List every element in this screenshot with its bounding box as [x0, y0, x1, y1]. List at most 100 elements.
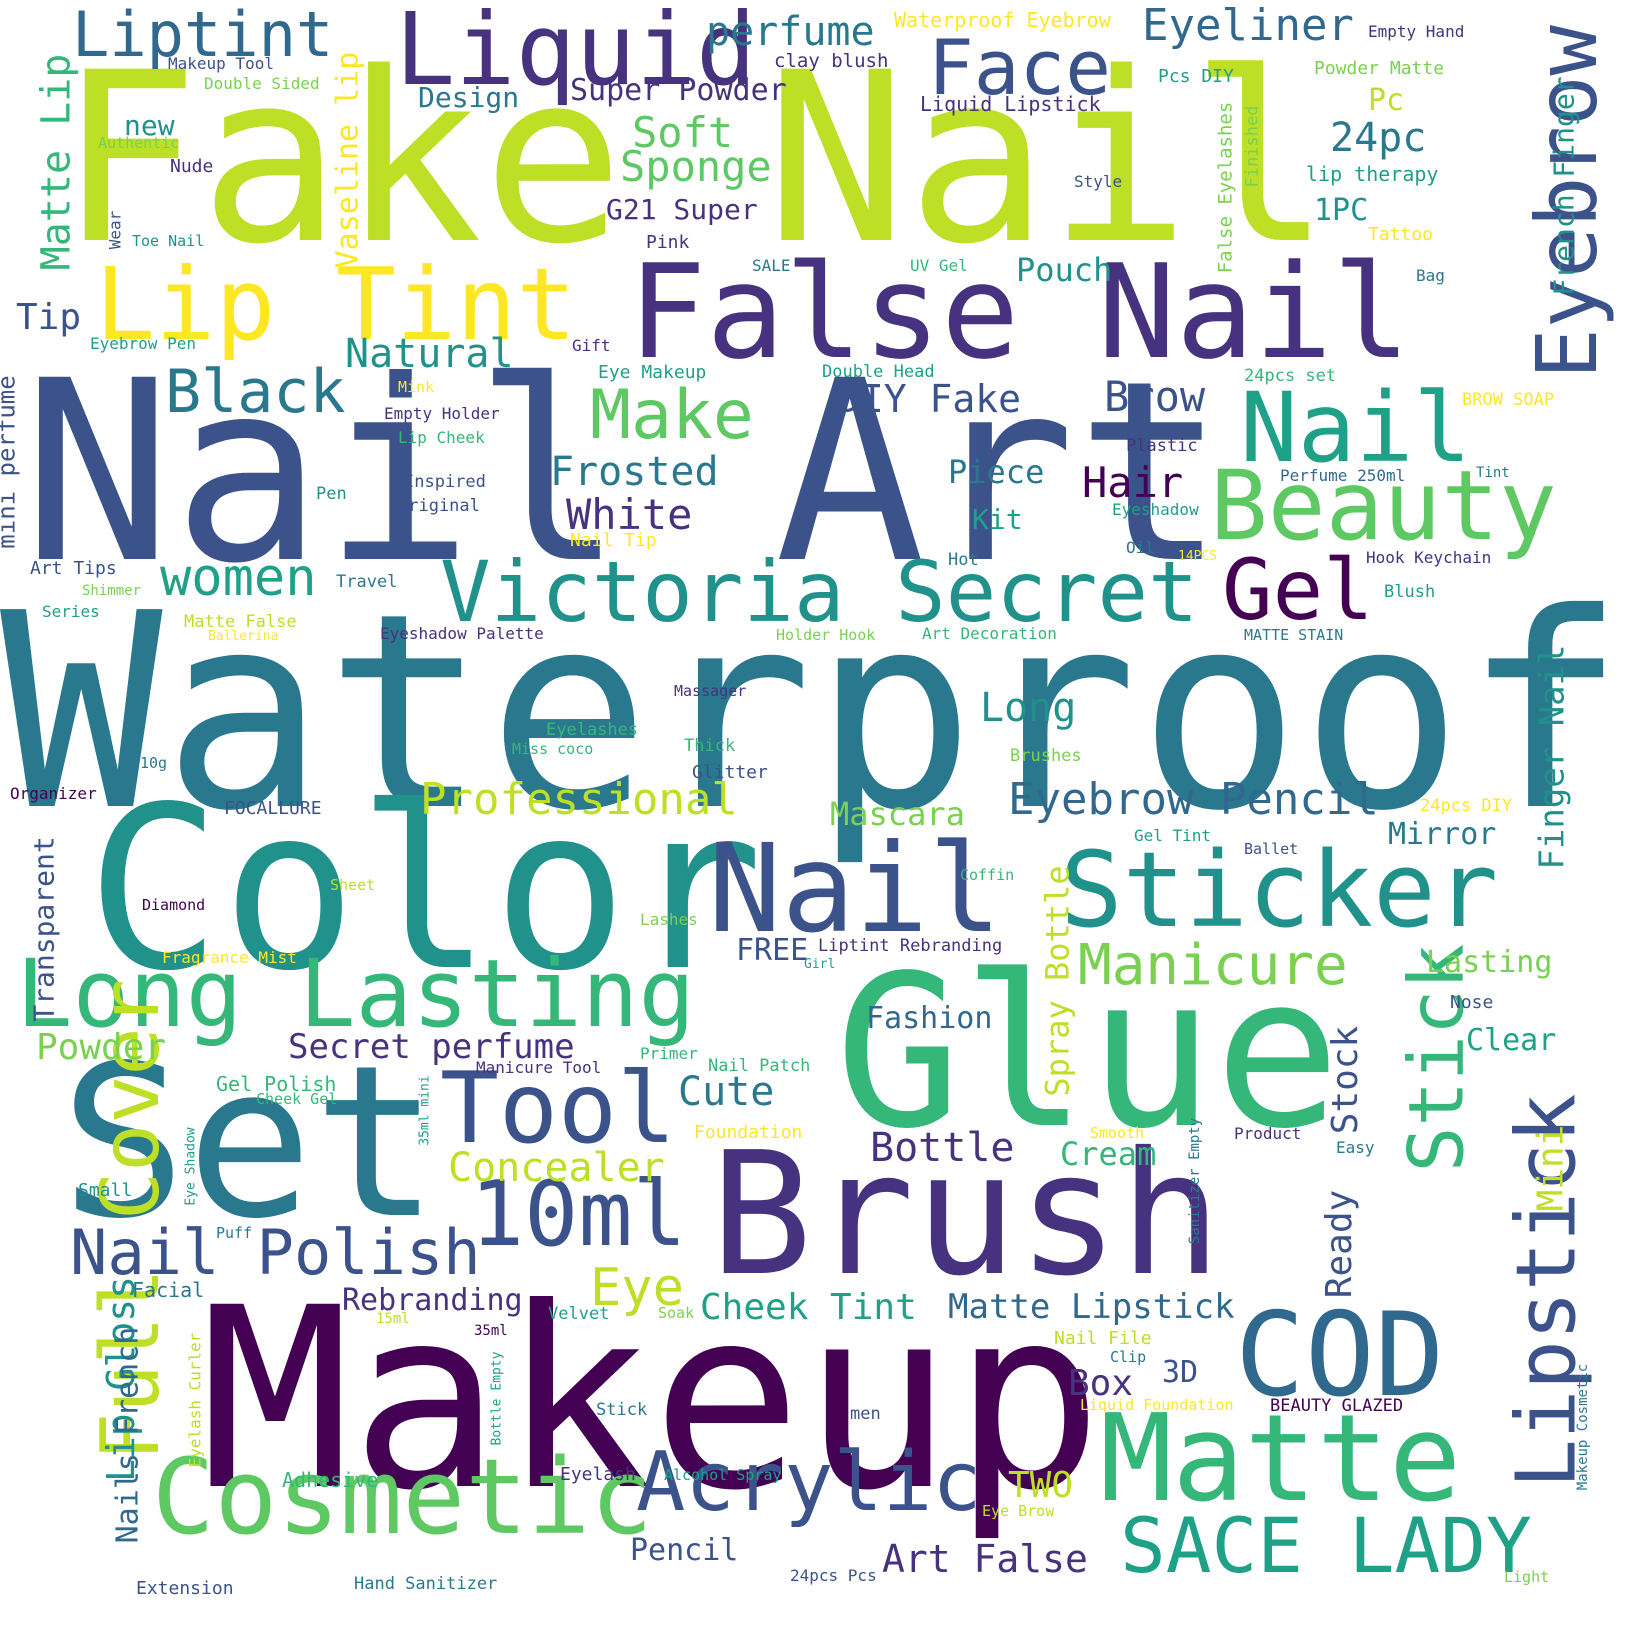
word-24pcs-set: 24pcs set: [1244, 366, 1337, 386]
word-nail-tip: Nail Tip: [570, 530, 657, 551]
word-cod: COD: [1235, 1288, 1445, 1423]
word-extension: Extension: [136, 1578, 234, 1599]
word-nose: Nose: [1450, 992, 1494, 1013]
word-double-head: Double Head: [822, 362, 935, 382]
word-matte-false: Matte False: [184, 612, 297, 632]
word-plastic: Plastic: [1126, 436, 1198, 456]
word-nail-polish: Nail Polish: [70, 1216, 481, 1289]
word-transparent: Transparent: [27, 836, 61, 1022]
word-24pcs-diy: 24pcs DIY: [1420, 796, 1513, 816]
word-cute: Cute: [678, 1069, 775, 1115]
word-art-tips: Art Tips: [30, 558, 117, 579]
word-lashes: Lashes: [640, 910, 698, 929]
word-tool: Tool: [440, 1052, 677, 1166]
word-girl: Girl: [804, 957, 836, 972]
word-brow: Brow: [1104, 372, 1206, 421]
word-toe-nail: Toe Nail: [132, 232, 205, 250]
word-fragrance-mist: Fragrance Mist: [162, 948, 297, 967]
word-coffin: Coffin: [960, 866, 1015, 884]
word-organizer: Organizer: [10, 784, 97, 803]
word-eyelashes: Eyelashes: [546, 720, 639, 740]
word-sticker: Sticker: [1060, 829, 1499, 951]
word-ballerina: Ballerina: [208, 629, 279, 644]
word-brow-soap: BROW SOAP: [1462, 390, 1555, 410]
word-14pcs: 14PCS: [1178, 549, 1218, 564]
word-women: women: [160, 548, 317, 608]
word-stick-small: Stick: [596, 1400, 648, 1420]
word-foundation: Foundation: [694, 1122, 803, 1143]
word-set: Set: [60, 1020, 440, 1265]
word-beauty-glazed: BEAUTY GLAZED: [1270, 1396, 1404, 1416]
word-makeup: Makeup: [200, 1254, 1104, 1545]
word-sace-lady: SACE LADY: [1120, 1501, 1532, 1590]
word-hair: Hair: [1082, 458, 1184, 507]
word-matte-lipstick: Matte Lipstick: [948, 1287, 1235, 1327]
word-clay-blush: clay blush: [774, 50, 889, 72]
word-35ml: 35ml: [474, 1323, 508, 1339]
word-fake-nail: Fake Nail: [58, 23, 1332, 296]
word-bag: Bag: [1416, 266, 1445, 285]
word-ballet: Ballet: [1244, 840, 1299, 858]
word-liquid-foundation: Liquid Foundation: [1080, 1396, 1234, 1414]
word-focallure: FOCALLURE: [224, 798, 322, 819]
word-makeup-cosmetic: Makeup Cosmetic: [1575, 1363, 1592, 1491]
word-rebranding: Rebranding: [342, 1283, 523, 1318]
word-thick: Thick: [684, 736, 736, 756]
word-primer: Primer: [640, 1044, 698, 1063]
word-brush: Brush: [710, 1116, 1222, 1314]
word-soak: Soak: [658, 1304, 695, 1322]
word-box: Box: [1068, 1363, 1134, 1404]
word-shimmer: Shimmer: [82, 583, 142, 599]
word-gel: Gel: [1222, 541, 1374, 639]
word-men: men: [850, 1404, 881, 1424]
word-puff: Puff: [216, 1224, 253, 1242]
word-matte: Matte: [1100, 1390, 1462, 1529]
word-perfume-250ml: Perfume 250ml: [1280, 466, 1406, 485]
word-nail-top: Nail: [1240, 372, 1472, 484]
word-manicure: Manicure: [1078, 933, 1348, 998]
word-sponge: Sponge: [620, 142, 772, 191]
word-long-lasting: Long Lasting: [16, 940, 696, 1049]
word-diamond: Diamond: [142, 896, 206, 914]
word-gift: Gift: [572, 336, 611, 355]
word-liquid-lipstick: Liquid Lipstick: [920, 92, 1101, 116]
word-beauty: Beauty: [1210, 450, 1557, 562]
word-velvet: Velvet: [548, 1304, 610, 1324]
word-tip: Tip: [16, 297, 82, 338]
word-sale: SALE: [752, 256, 791, 275]
word-eye-makeup: Eye Makeup: [598, 362, 707, 383]
word-tint: Tint: [1476, 465, 1510, 481]
word-cheek-tint: Cheek Tint: [700, 1287, 917, 1328]
word-eyeliner: Eyeliner: [1142, 0, 1354, 51]
word-mascara: Mascara: [830, 795, 965, 833]
word-nail-art: Nail Art: [22, 327, 1227, 618]
word-eyeshadow: Eyeshadow: [1112, 500, 1199, 519]
word-fashion: Fashion: [866, 1001, 993, 1036]
word-frosted: Frosted: [550, 449, 719, 495]
word-mink: Mink: [398, 378, 435, 396]
word-10ml: 10ml: [470, 1162, 687, 1267]
word-clip: Clip: [1110, 1348, 1147, 1366]
word-pcs-diy: Pcs DIY: [1158, 66, 1234, 87]
word-series: Series: [42, 602, 100, 621]
word-matte-lip: Matte Lip: [33, 53, 80, 271]
word-mirror: Mirror: [1388, 817, 1497, 852]
word-original: original: [398, 496, 480, 516]
word-clear: Clear: [1466, 1023, 1557, 1058]
word-brushes: Brushes: [1010, 746, 1082, 766]
word-black: Black: [165, 357, 346, 427]
word-15ml: 15ml: [376, 1311, 410, 1327]
word-perfume: perfume: [706, 9, 875, 55]
word-design: Design: [418, 81, 520, 114]
word-vaseline-lip: Vaseline lip: [330, 51, 366, 269]
word-nude: Nude: [170, 156, 214, 177]
word-eye-brow: Eye Brow: [982, 1502, 1055, 1520]
word-victoria-secret: Victoria Secret: [440, 543, 1199, 641]
word-lip-therapy: lip therapy: [1306, 162, 1439, 186]
word-cheek-gel: Cheek Gel: [256, 1090, 338, 1108]
word-face: Face: [928, 23, 1112, 112]
word-piece: Piece: [948, 453, 1045, 491]
word-facial: Facial: [132, 1278, 205, 1302]
word-mini-perfume: mini perfume: [0, 375, 21, 549]
word-empty-hand: Empty Hand: [1368, 22, 1465, 41]
